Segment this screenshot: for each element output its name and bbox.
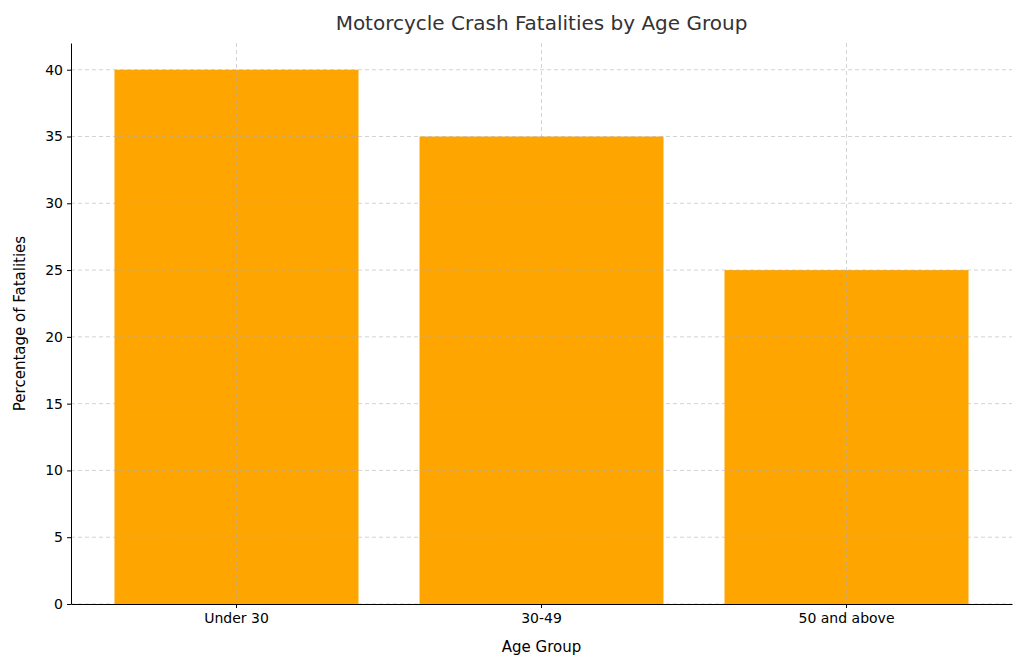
x-tick-label: 50 and above <box>799 610 895 626</box>
x-tick: 30-49 <box>521 604 562 626</box>
y-tick-label: 15 <box>45 396 63 412</box>
y-tick: 0 <box>54 596 71 612</box>
y-tick: 10 <box>45 462 71 478</box>
grid-line <box>236 43 237 604</box>
plot-area: 0 5 10 15 20 25 30 35 40 Under 30 30-49 50 and abov… <box>45 43 1012 626</box>
y-axis-line <box>71 44 72 605</box>
y-tick-label: 35 <box>45 128 63 144</box>
y-tick: 30 <box>45 195 71 211</box>
x-axis: Under 30 30-49 50 and above <box>72 604 1013 626</box>
x-tick: Under 30 <box>204 604 269 626</box>
y-tick: 15 <box>45 396 71 412</box>
y-tick-mark <box>67 337 71 338</box>
grid-line <box>846 43 847 604</box>
x-tick-mark <box>236 604 237 608</box>
y-tick: 5 <box>54 529 71 545</box>
x-tick: 50 and above <box>799 604 895 626</box>
y-tick-label: 5 <box>54 529 63 545</box>
y-tick: 20 <box>45 329 71 345</box>
y-tick: 35 <box>45 128 71 144</box>
grid <box>71 43 1012 604</box>
y-axis: 0 5 10 15 20 25 30 35 40 <box>45 44 71 612</box>
y-tick-mark <box>67 470 71 471</box>
x-tick-label: Under 30 <box>204 610 269 626</box>
grid-line <box>71 69 1012 70</box>
y-tick-mark <box>67 404 71 405</box>
y-tick-mark <box>67 70 71 71</box>
y-tick: 25 <box>45 262 71 278</box>
grid-line <box>71 203 1012 204</box>
x-tick-mark <box>541 604 542 608</box>
y-axis-title: Percentage of Fatalities <box>11 236 29 412</box>
y-tick-label: 40 <box>45 62 63 78</box>
y-tick: 40 <box>45 62 71 78</box>
y-tick-mark <box>67 137 71 138</box>
title: Motorcycle Crash Fatalities by Age Group <box>336 11 748 35</box>
x-axis-title: Age Group <box>502 638 581 656</box>
y-tick-mark <box>67 537 71 538</box>
y-tick-mark <box>67 270 71 271</box>
y-tick-mark <box>67 604 71 605</box>
y-tick-label: 10 <box>45 462 63 478</box>
y-tick-label: 0 <box>54 596 63 612</box>
y-tick-mark <box>67 203 71 204</box>
x-tick-mark <box>846 604 847 608</box>
y-tick-label: 30 <box>45 195 63 211</box>
x-tick-label: 30-49 <box>521 610 562 626</box>
grid-line <box>541 43 542 604</box>
y-tick-label: 25 <box>45 262 63 278</box>
chart: 0 5 10 15 20 25 30 35 40 Under 30 30-49 50 and abov… <box>0 0 1024 669</box>
y-tick-label: 20 <box>45 329 63 345</box>
